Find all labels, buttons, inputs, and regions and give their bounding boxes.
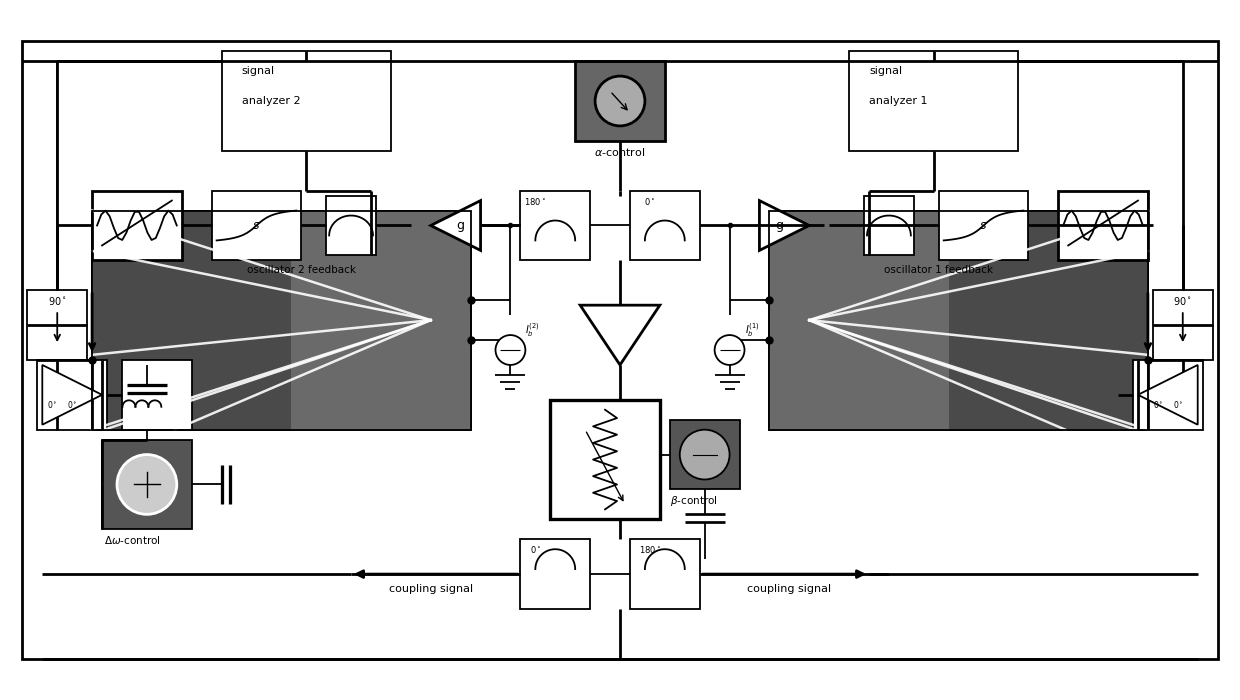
Bar (92, 190, 182, 260)
Text: oscillator 1 feedback: oscillator 1 feedback (884, 265, 993, 275)
Polygon shape (42, 365, 102, 425)
Bar (326, 195, 376, 256)
Bar (630, 190, 699, 260)
Text: g: g (775, 219, 784, 232)
Text: analyzer 1: analyzer 1 (869, 96, 928, 106)
Text: 180$^\circ$: 180$^\circ$ (525, 195, 547, 206)
Polygon shape (580, 305, 660, 365)
Bar (939, 190, 1028, 260)
Text: 0$^\circ$: 0$^\circ$ (529, 544, 541, 555)
Text: s: s (253, 219, 259, 232)
Bar (551, 400, 660, 519)
Bar (630, 539, 699, 609)
Bar (92, 211, 291, 430)
Circle shape (496, 335, 526, 365)
Polygon shape (759, 201, 810, 251)
Text: coupling signal: coupling signal (388, 584, 472, 594)
Text: 0$^\circ$: 0$^\circ$ (47, 399, 58, 410)
Polygon shape (1138, 365, 1198, 425)
Bar (1058, 190, 1148, 260)
Circle shape (680, 430, 729, 480)
Circle shape (595, 76, 645, 126)
Bar (92, 211, 471, 430)
Bar (1153, 290, 1213, 360)
Bar (291, 211, 471, 430)
Text: 0$^\circ$: 0$^\circ$ (1153, 399, 1163, 410)
Bar (769, 211, 1148, 430)
Bar (849, 51, 1018, 150)
Text: signal: signal (242, 66, 274, 76)
Text: coupling signal: coupling signal (748, 584, 831, 594)
Bar (92, 211, 471, 430)
Text: 180$^\circ$: 180$^\circ$ (639, 544, 661, 555)
Bar (22, 41, 1218, 659)
Text: g: g (456, 219, 465, 232)
Bar (769, 211, 949, 430)
Text: oscillator 2 feedback: oscillator 2 feedback (247, 265, 356, 275)
Bar (575, 61, 665, 141)
Text: 90$^\circ$: 90$^\circ$ (47, 295, 67, 307)
Text: 0$^\circ$: 0$^\circ$ (645, 195, 656, 206)
Bar (670, 420, 739, 489)
Bar (122, 360, 192, 430)
Text: $I_b^{(1)}$: $I_b^{(1)}$ (744, 321, 759, 339)
Text: signal: signal (869, 66, 903, 76)
Text: $I_b^{(2)}$: $I_b^{(2)}$ (526, 321, 541, 339)
Text: $\beta$-control: $\beta$-control (670, 494, 718, 508)
Bar (521, 190, 590, 260)
Bar (37, 360, 107, 430)
Bar (949, 211, 1148, 430)
Bar (864, 195, 914, 256)
Circle shape (714, 335, 744, 365)
Bar (212, 190, 301, 260)
Bar (102, 440, 192, 529)
Bar (222, 51, 391, 150)
Text: 0$^\circ$: 0$^\circ$ (67, 399, 78, 410)
Text: analyzer 2: analyzer 2 (242, 96, 300, 106)
Text: s: s (981, 219, 987, 232)
Circle shape (117, 454, 177, 514)
Bar (521, 539, 590, 609)
Polygon shape (430, 201, 481, 251)
Text: $\Delta\omega$-control: $\Delta\omega$-control (103, 534, 160, 546)
Text: $\alpha$-control: $\alpha$-control (594, 146, 646, 158)
Bar (769, 211, 1148, 430)
Text: 0$^\circ$: 0$^\circ$ (1173, 399, 1183, 410)
Bar (27, 290, 87, 360)
Text: 90$^\circ$: 90$^\circ$ (1173, 295, 1193, 307)
Bar (1133, 360, 1203, 430)
